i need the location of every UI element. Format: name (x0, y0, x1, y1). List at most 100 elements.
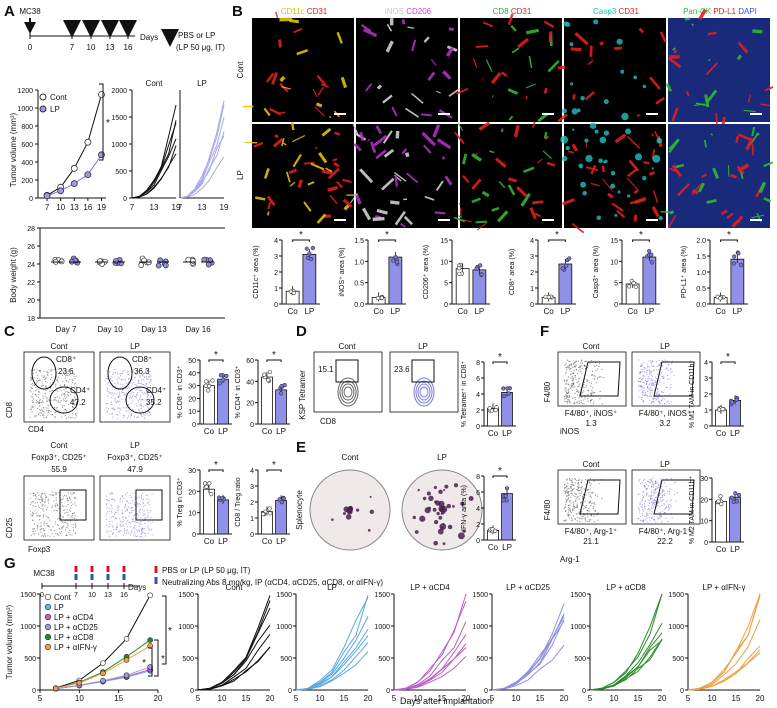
event-dot (582, 399, 584, 401)
event-dot (61, 498, 63, 500)
event-dot (646, 373, 648, 376)
event-dot (51, 413, 53, 416)
event-dot (653, 499, 655, 502)
event-dot (570, 377, 572, 379)
event-dot (67, 523, 69, 525)
event-dot (572, 508, 574, 510)
micrograph-image (252, 18, 354, 122)
significance-star: * (272, 460, 276, 471)
event-dot (653, 502, 655, 504)
event-dot (151, 533, 153, 536)
event-dot (649, 390, 651, 392)
event-dot (598, 376, 601, 378)
spot (412, 515, 416, 520)
signal-vessel (638, 27, 645, 34)
event-dot (47, 500, 49, 502)
event-dot (657, 368, 660, 371)
event-dot (144, 376, 146, 378)
signal-blob (585, 154, 593, 163)
event-dot (659, 378, 661, 380)
event-dot (66, 498, 68, 500)
event-dot (54, 396, 56, 399)
event-dot (567, 497, 569, 499)
spot (438, 489, 443, 495)
signal-blob (656, 137, 663, 144)
data-point (457, 266, 462, 271)
event-dot (137, 416, 139, 418)
event-dot (596, 378, 599, 380)
tick-label: 0 (484, 688, 488, 695)
event-dot (33, 512, 35, 515)
contour (341, 383, 355, 401)
signal-vessel (537, 158, 543, 164)
event-dot (574, 478, 576, 481)
spot (345, 514, 352, 520)
event-dot (643, 394, 646, 396)
event-dot (576, 401, 578, 403)
event-dot (572, 484, 574, 486)
event-dot (73, 517, 76, 519)
event-dot (66, 534, 68, 536)
event-dot (661, 491, 663, 493)
event-dot (652, 486, 655, 488)
event-dot (67, 514, 69, 517)
event-dot (578, 385, 580, 387)
event-dot (150, 529, 153, 531)
event-dot (589, 385, 592, 387)
event-dot (653, 493, 655, 495)
event-dot (581, 359, 583, 361)
signal-vessel (293, 27, 303, 34)
data-point (113, 258, 119, 264)
event-dot (30, 376, 32, 379)
event-dot (139, 390, 142, 392)
data-point (478, 263, 483, 268)
stain-word: CD206 (404, 7, 432, 16)
data-point (487, 406, 492, 411)
category-label: LP (732, 307, 742, 316)
event-dot (75, 385, 77, 387)
event-dot (650, 497, 652, 499)
data-point (202, 481, 208, 486)
gate-value: 3.2 (659, 419, 671, 428)
spot (432, 507, 437, 512)
individual-curve (687, 645, 761, 691)
event-dot (66, 522, 68, 525)
data-point (277, 497, 282, 502)
event-dot (57, 399, 59, 401)
signal-vessel (736, 54, 742, 61)
event-dot (51, 389, 54, 391)
small-chart-title: Cont (226, 583, 244, 592)
data-point (76, 680, 83, 686)
event-dot (643, 377, 645, 379)
event-dot (577, 390, 579, 392)
event-dot (659, 483, 661, 485)
signal-vessel (589, 45, 593, 57)
event-dot (45, 416, 47, 418)
stain-word: DAPI (736, 7, 757, 16)
event-dot (146, 393, 148, 395)
event-dot (641, 498, 643, 500)
event-dot (564, 490, 566, 493)
event-dot (36, 407, 39, 410)
event-dot (108, 534, 110, 536)
event-dot (574, 496, 576, 498)
signal-vessel (758, 181, 767, 194)
signal-vessel (317, 86, 325, 96)
event-dot (73, 396, 75, 398)
event-dot (140, 413, 142, 416)
event-dot (146, 378, 148, 380)
event-dot (575, 506, 577, 509)
data-point (493, 408, 498, 413)
event-dot (51, 491, 53, 493)
event-dot (650, 384, 652, 386)
signal-blob (627, 194, 631, 198)
event-dot (51, 505, 54, 507)
event-dot (578, 383, 580, 385)
event-dot (564, 510, 567, 513)
event-dot (43, 533, 46, 535)
tick-label: 8 (476, 474, 480, 481)
event-dot (120, 379, 122, 381)
event-dot (647, 378, 649, 380)
event-dot (647, 514, 649, 516)
tick-label: 1000 (111, 142, 127, 149)
